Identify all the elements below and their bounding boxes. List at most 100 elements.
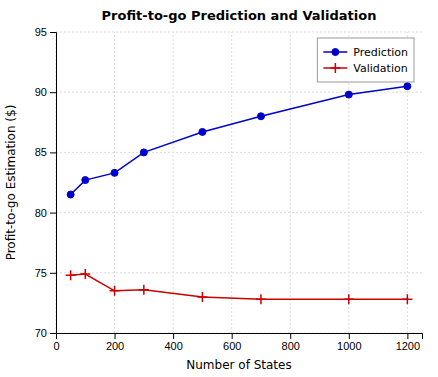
point <box>199 128 206 135</box>
point-group <box>344 294 354 304</box>
point-group <box>402 294 412 304</box>
x-tick-mark <box>349 333 350 339</box>
y-tick-label: 70 <box>35 327 47 339</box>
point <box>139 285 149 295</box>
legend-swatch <box>332 49 339 56</box>
x-grid-line <box>231 32 232 333</box>
point-group <box>139 285 149 295</box>
y-tick-mark <box>50 213 56 214</box>
y-tick: 90 <box>35 86 56 98</box>
x-tick-label: 400 <box>164 340 182 352</box>
point <box>257 113 264 120</box>
x-tick-mark <box>232 333 233 339</box>
x-axis-title: Number of States <box>186 358 291 372</box>
y-axis-line <box>50 33 57 334</box>
y-tick-label: 75 <box>35 267 47 279</box>
y-tick: 70 <box>35 327 56 339</box>
legend-marker <box>330 63 340 73</box>
y-tick-label: 85 <box>35 146 47 158</box>
legend-label: Prediction <box>353 46 408 59</box>
legend-swatch <box>330 63 340 73</box>
title: Profit-to-go Prediction and Validation <box>102 8 377 23</box>
point-group <box>345 91 352 98</box>
x-tick-mark <box>290 333 291 339</box>
x-axis: 0 200 400 600 800 1000 1200 <box>53 333 422 352</box>
legend-item: Prediction <box>323 46 408 59</box>
point <box>110 286 120 296</box>
x-tick: 1200 <box>396 333 420 352</box>
point <box>82 177 89 184</box>
x-tick-label: 800 <box>282 340 300 352</box>
plot-area <box>66 83 413 305</box>
series-line <box>71 274 408 299</box>
point <box>140 149 147 156</box>
point-group <box>110 286 120 296</box>
y-tick: 75 <box>35 267 56 279</box>
x-grid-line <box>290 32 291 333</box>
y-grid-line <box>56 212 422 213</box>
y-grid-line <box>56 32 422 33</box>
legend: Prediction Validation <box>317 38 414 82</box>
point-group <box>199 128 206 135</box>
x-tick-mark <box>115 333 116 339</box>
point-group <box>82 177 89 184</box>
point <box>111 169 118 176</box>
legend-item: Validation <box>323 62 407 75</box>
y-tick: 80 <box>35 207 56 219</box>
y-axis-title: Profit-to-go Estimation ($) <box>4 105 18 261</box>
point-group <box>140 149 147 156</box>
y-tick-label: 95 <box>35 26 47 38</box>
point <box>67 191 74 198</box>
x-tick-label: 200 <box>106 340 124 352</box>
legend-marker <box>332 49 339 56</box>
point <box>402 294 412 304</box>
point <box>80 269 90 279</box>
x-tick-label: 600 <box>223 340 241 352</box>
point-group <box>257 113 264 120</box>
x-tick-mark <box>407 333 408 339</box>
y-tick-mark <box>50 32 56 33</box>
y-tick: 95 <box>35 26 56 38</box>
y-grid-line <box>56 152 422 153</box>
series <box>66 269 413 304</box>
series <box>67 83 411 198</box>
chart-container: 0 200 400 600 800 1000 1200 70 75 80 85 90 95 Profit-… <box>0 0 438 377</box>
point <box>197 292 207 302</box>
y-grid-line <box>56 272 422 273</box>
chart: 0 200 400 600 800 1000 1200 70 75 80 85 90 95 Profit-… <box>0 0 438 377</box>
point-group <box>111 169 118 176</box>
point <box>66 270 76 280</box>
grid <box>56 32 422 333</box>
x-axis-line <box>57 334 423 340</box>
point-group <box>80 269 90 279</box>
y-axis: 70 75 80 85 90 95 <box>35 26 57 339</box>
x-tick-label: 1200 <box>396 340 420 352</box>
x-tick-mark <box>173 333 174 339</box>
y-tick-label: 90 <box>35 86 47 98</box>
point-group <box>404 83 411 90</box>
point-group <box>66 270 76 280</box>
y-tick: 85 <box>35 146 56 158</box>
x-tick: 400 <box>164 333 182 352</box>
x-tick: 200 <box>106 333 124 352</box>
x-tick-label: 1000 <box>337 340 361 352</box>
point-group <box>197 292 207 302</box>
legend-box <box>317 38 414 82</box>
point-group <box>67 191 74 198</box>
y-tick-label: 80 <box>35 207 47 219</box>
x-grid-line <box>173 32 174 333</box>
y-tick-mark <box>50 152 56 153</box>
y-tick-mark <box>50 92 56 93</box>
y-tick-mark <box>50 273 56 274</box>
x-tick-label: 0 <box>53 340 59 352</box>
point <box>404 83 411 90</box>
y-tick-mark <box>50 333 56 334</box>
series-line <box>71 86 408 194</box>
x-tick: 600 <box>223 333 241 352</box>
point <box>345 91 352 98</box>
point <box>256 294 266 304</box>
x-tick: 1000 <box>337 333 361 352</box>
point-group <box>256 294 266 304</box>
point <box>344 294 354 304</box>
x-tick: 800 <box>282 333 300 352</box>
